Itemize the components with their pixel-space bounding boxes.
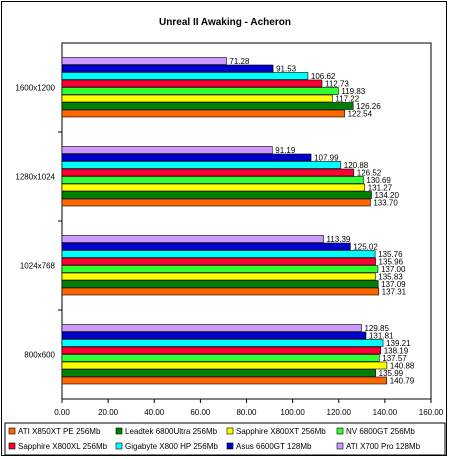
bar-leadtek-6800ultra-256mb-1024x768: [61, 280, 379, 288]
data-label: 122.54: [348, 110, 373, 119]
data-label: 137.00: [381, 265, 406, 274]
legend-swatch: [226, 427, 234, 435]
data-label: 135.83: [378, 273, 403, 282]
bar-ati-x850xt-pe-256mb-1280x1024: [61, 198, 371, 207]
data-label: 137.09: [381, 280, 406, 289]
bar-sapphire-x800xt-256mb-800x600: [61, 361, 388, 370]
data-label: 135.99: [379, 369, 404, 378]
legend-swatch: [8, 427, 16, 435]
data-label: 117.22: [335, 95, 359, 104]
data-label: 107.99: [314, 154, 339, 163]
data-label: 138.19: [384, 347, 409, 356]
x-tick-label: 140.00: [373, 408, 398, 417]
data-label: 137.57: [382, 354, 407, 363]
bar-asus-6600gt-128mb-800x600: [61, 331, 367, 340]
data-label: 126.26: [356, 102, 381, 111]
data-label: 91.19: [275, 146, 296, 155]
x-tick-label: 60.00: [190, 408, 211, 417]
data-label: 131.27: [368, 184, 393, 193]
x-tick-label: 20.00: [98, 408, 119, 417]
x-tick-label: 0.00: [54, 408, 70, 417]
bar-leadtek-6800ultra-256mb-800x600: [61, 369, 376, 377]
bar-nv-6800gt-256mb-800x600: [61, 354, 380, 362]
bar-ati-x700-pro-128mb-1024x768: [61, 235, 324, 243]
legend-swatch: [8, 442, 16, 450]
data-label: 140.79: [390, 377, 415, 386]
data-label: 91.53: [276, 65, 297, 74]
category-label: 1280x1024: [15, 173, 55, 182]
legend-label: Gigabyte X800 HP 256Mb: [125, 442, 218, 451]
legend-label: ATI X850XT PE 256Mb: [18, 427, 101, 436]
data-label: 119.83: [341, 87, 365, 96]
legend-label: Leadtek 6800Ultra 256Mb: [125, 427, 218, 436]
legend-label: Sapphire X800XT 256Mb: [236, 427, 326, 436]
legend-label: Asus 6600GT 128Mb: [236, 442, 312, 451]
legend-swatch: [336, 427, 344, 435]
bar-ati-x850xt-pe-256mb-1600x1200: [61, 109, 345, 118]
legend-label: ATI X700 Pro 128Mb: [346, 442, 421, 451]
bar-sapphire-x800xt-256mb-1600x1200: [61, 94, 333, 103]
bar-leadtek-6800ultra-256mb-1280x1024: [61, 191, 372, 199]
legend-label: Sapphire X800XL 256Mb: [18, 442, 108, 451]
legend-swatch: [115, 427, 123, 435]
data-label: 139.21: [386, 339, 411, 348]
x-tick-label: 160.00: [419, 408, 444, 417]
data-label: 129.85: [364, 324, 389, 333]
bar-ati-x850xt-pe-256mb-800x600: [61, 376, 387, 385]
data-label: 140.88: [390, 362, 415, 371]
bar-sapphire-x800xt-256mb-1024x768: [61, 272, 376, 281]
bar-nv-6800gt-256mb-1024x768: [61, 265, 379, 273]
data-label: 133.70: [373, 199, 398, 208]
legend-swatch: [115, 442, 123, 450]
data-label: 131.81: [369, 332, 394, 341]
bar-ati-x700-pro-128mb-800x600: [61, 324, 362, 332]
bar-sapphire-x800xl-256mb-1280x1024: [61, 168, 355, 177]
data-label: 106.62: [311, 72, 336, 81]
bar-gigabyte-x800-hp-256mb-1280x1024: [61, 161, 342, 169]
x-tick-label: 100.00: [280, 408, 305, 417]
data-label: 137.31: [382, 288, 407, 297]
chart-title: Unreal II Awaking - Acheron: [159, 17, 291, 28]
bar-gigabyte-x800-hp-256mb-800x600: [61, 339, 384, 347]
data-label: 71.28: [229, 57, 250, 66]
bar-ati-x850xt-pe-256mb-1024x768: [61, 287, 379, 296]
category-label: 1024x768: [20, 262, 56, 271]
legend-label: NV 6800GT 256Mb: [346, 427, 415, 436]
bar-gigabyte-x800-hp-256mb-1024x768: [61, 250, 376, 258]
data-label: 112.73: [325, 80, 349, 89]
data-label: 130.69: [366, 176, 391, 185]
bar-leadtek-6800ultra-256mb-1600x1200: [61, 102, 354, 110]
bar-gigabyte-x800-hp-256mb-1600x1200: [61, 72, 309, 80]
data-label: 135.96: [379, 258, 404, 267]
legend-swatch: [226, 442, 234, 450]
bar-ati-x700-pro-128mb-1280x1024: [61, 146, 273, 154]
bar-asus-6600gt-128mb-1280x1024: [61, 153, 312, 162]
bar-ati-x700-pro-128mb-1600x1200: [61, 57, 227, 65]
bar-asus-6600gt-128mb-1024x768: [61, 242, 351, 251]
bar-sapphire-x800xl-256mb-800x600: [61, 346, 382, 355]
data-label: 125.02: [353, 243, 378, 252]
legend-box: [4, 422, 446, 456]
bar-nv-6800gt-256mb-1600x1200: [61, 87, 339, 95]
category-label: 1600x1200: [15, 84, 55, 93]
data-label: 126.52: [357, 169, 382, 178]
x-tick-label: 80.00: [236, 408, 257, 417]
bar-sapphire-x800xt-256mb-1280x1024: [61, 183, 366, 192]
data-label: 135.76: [378, 250, 403, 259]
bar-sapphire-x800xl-256mb-1024x768: [61, 257, 376, 266]
x-tick-label: 40.00: [144, 408, 165, 417]
category-label: 800x600: [24, 351, 55, 360]
bar-nv-6800gt-256mb-1280x1024: [61, 176, 364, 184]
data-label: 113.39: [327, 235, 351, 244]
legend-swatch: [336, 442, 344, 450]
data-label: 120.88: [344, 161, 369, 170]
bar-sapphire-x800xl-256mb-1600x1200: [61, 79, 323, 88]
x-tick-label: 120.00: [327, 408, 352, 417]
bar-asus-6600gt-128mb-1600x1200: [61, 64, 274, 73]
data-label: 134.20: [374, 191, 399, 200]
